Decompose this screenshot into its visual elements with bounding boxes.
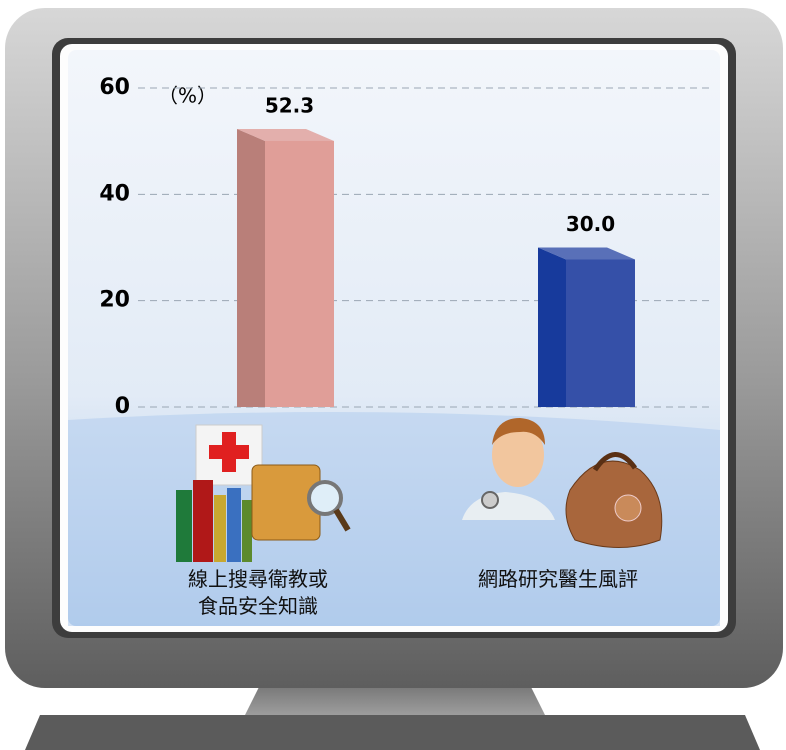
- y-tick-label: 20: [99, 288, 130, 313]
- y-tick-label: 60: [99, 75, 130, 100]
- x-tick-label: 線上搜尋衛教或 食品安全知識: [128, 566, 388, 620]
- value-label: 30.0: [566, 212, 615, 236]
- page: （%） 0 20 40 60 52.3 30.0 線上搜尋衛教或 食品安全知識 網路研究醫生…: [0, 0, 786, 750]
- value-label: 52.3: [265, 93, 314, 117]
- bar-front: [265, 141, 334, 407]
- bar: [237, 129, 334, 407]
- y-tick-label: 0: [115, 394, 130, 419]
- y-unit-label: （%）: [158, 84, 217, 108]
- bar-side: [237, 129, 265, 407]
- y-tick-label: 40: [99, 181, 130, 206]
- bar-side: [538, 248, 566, 408]
- x-tick-label: 網路研究醫生風評: [428, 566, 688, 593]
- chart: （%） 0 20 40 60 52.3 30.0: [0, 0, 786, 750]
- stand-base: [25, 715, 760, 750]
- bar: [538, 248, 635, 408]
- bar-front: [566, 260, 635, 408]
